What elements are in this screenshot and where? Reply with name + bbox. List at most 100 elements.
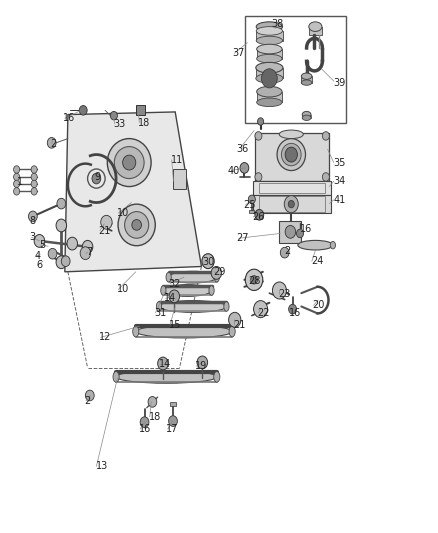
Text: 11: 11 <box>171 155 183 165</box>
Circle shape <box>82 240 93 253</box>
Circle shape <box>92 173 101 184</box>
Circle shape <box>258 118 264 125</box>
Circle shape <box>57 198 66 209</box>
Text: 27: 27 <box>237 233 249 243</box>
Ellipse shape <box>229 326 235 337</box>
Text: 4: 4 <box>35 251 41 261</box>
Ellipse shape <box>116 370 217 383</box>
Bar <box>245 16 346 123</box>
Circle shape <box>67 237 78 250</box>
Circle shape <box>31 173 37 181</box>
Circle shape <box>61 256 70 266</box>
Ellipse shape <box>118 204 155 246</box>
Circle shape <box>202 254 214 269</box>
Circle shape <box>28 211 37 222</box>
Text: 31: 31 <box>154 308 166 318</box>
Bar <box>259 183 325 193</box>
Text: 26: 26 <box>252 212 264 222</box>
Bar <box>255 133 329 181</box>
Text: 5: 5 <box>39 240 46 250</box>
Ellipse shape <box>256 62 283 73</box>
Circle shape <box>248 195 255 204</box>
Circle shape <box>158 357 168 370</box>
Ellipse shape <box>256 22 283 31</box>
Circle shape <box>31 166 37 173</box>
Text: 12: 12 <box>99 333 112 342</box>
Text: 32: 32 <box>169 279 181 288</box>
Circle shape <box>14 188 20 195</box>
Text: 2: 2 <box>85 396 91 406</box>
Ellipse shape <box>257 98 282 107</box>
Bar <box>170 402 176 406</box>
Circle shape <box>85 390 94 401</box>
Circle shape <box>288 200 294 208</box>
Circle shape <box>169 416 177 426</box>
Circle shape <box>245 269 263 290</box>
Text: 20: 20 <box>313 301 325 310</box>
Text: 3: 3 <box>30 232 36 242</box>
Circle shape <box>31 188 37 195</box>
Circle shape <box>48 248 57 259</box>
Circle shape <box>110 111 117 120</box>
Circle shape <box>272 282 286 299</box>
Text: 17: 17 <box>166 424 179 434</box>
Text: 10: 10 <box>117 285 130 294</box>
Bar <box>136 105 145 115</box>
Ellipse shape <box>124 212 148 238</box>
Circle shape <box>56 256 67 269</box>
Circle shape <box>284 196 298 213</box>
Text: 15: 15 <box>169 320 181 330</box>
Bar <box>279 221 301 243</box>
Text: 37: 37 <box>232 49 244 58</box>
Text: 16: 16 <box>63 114 75 123</box>
Bar <box>256 31 283 41</box>
Circle shape <box>280 247 289 258</box>
Text: 1: 1 <box>17 177 23 187</box>
Ellipse shape <box>224 302 229 311</box>
Text: 23: 23 <box>278 289 290 299</box>
Ellipse shape <box>123 155 136 170</box>
Circle shape <box>47 138 56 148</box>
Ellipse shape <box>298 240 333 250</box>
Text: 16: 16 <box>300 224 312 234</box>
Ellipse shape <box>169 271 217 283</box>
Text: 28: 28 <box>248 276 261 286</box>
Ellipse shape <box>161 286 166 295</box>
Ellipse shape <box>256 27 283 35</box>
Ellipse shape <box>309 22 322 31</box>
Text: 34: 34 <box>333 176 345 186</box>
Text: 19: 19 <box>195 361 207 371</box>
Ellipse shape <box>301 73 312 79</box>
Circle shape <box>255 132 262 140</box>
Ellipse shape <box>277 139 306 171</box>
Text: 18: 18 <box>138 118 150 127</box>
Ellipse shape <box>256 36 283 45</box>
Bar <box>301 76 312 83</box>
Text: 16: 16 <box>139 424 151 434</box>
Text: 8: 8 <box>30 216 36 226</box>
Circle shape <box>251 276 258 284</box>
Circle shape <box>14 166 20 173</box>
Circle shape <box>285 225 296 238</box>
Circle shape <box>101 215 112 229</box>
Text: 2: 2 <box>50 139 57 149</box>
Ellipse shape <box>281 143 301 166</box>
Ellipse shape <box>302 115 311 120</box>
Text: 10: 10 <box>117 208 130 218</box>
Ellipse shape <box>302 111 311 118</box>
Bar <box>253 181 331 195</box>
Text: 21: 21 <box>233 320 245 330</box>
Text: 9: 9 <box>94 172 100 182</box>
Text: 40: 40 <box>228 166 240 175</box>
Ellipse shape <box>114 147 144 179</box>
Text: 16: 16 <box>289 308 301 318</box>
Circle shape <box>197 356 208 369</box>
Text: 6: 6 <box>36 261 42 270</box>
Ellipse shape <box>166 272 171 282</box>
Circle shape <box>255 209 264 220</box>
Circle shape <box>56 219 67 232</box>
Circle shape <box>240 163 249 173</box>
Bar <box>257 92 282 102</box>
Bar <box>257 49 282 59</box>
Text: 14: 14 <box>159 359 171 368</box>
